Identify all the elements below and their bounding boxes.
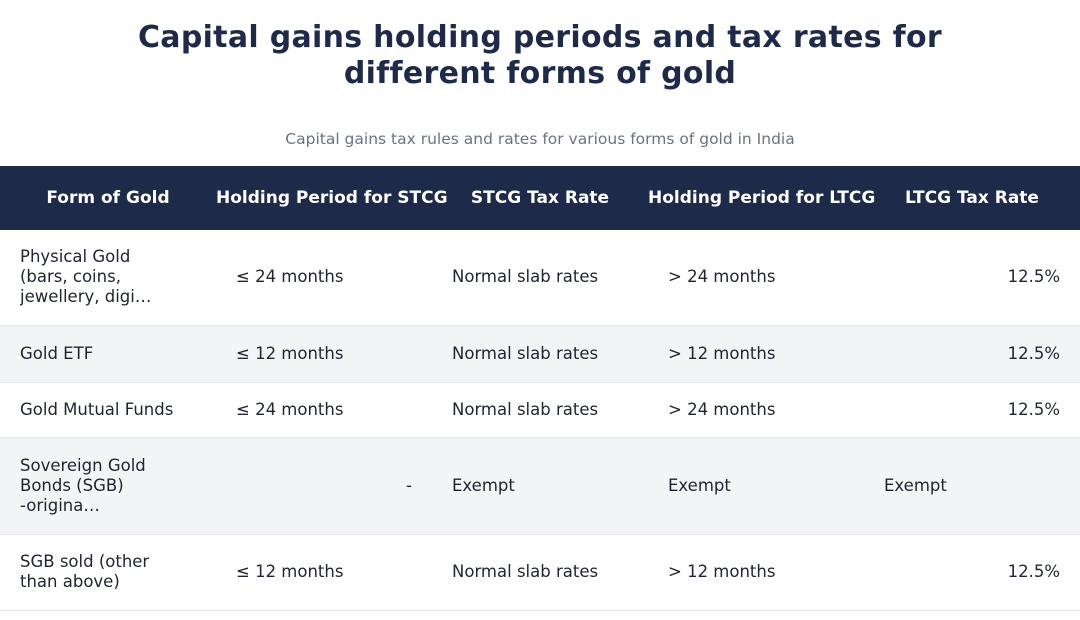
cell-stcg-period: ≤ 12 months (216, 534, 432, 611)
form-line: than above) (20, 572, 120, 591)
form-line: Physical Gold (20, 247, 131, 267)
cell-ltcg-rate: 12.5% (864, 230, 1080, 326)
cell-ltcg-rate: 12.5% (864, 382, 1080, 438)
form-line: jewellery, digi… (20, 287, 152, 307)
cell-stcg-period: ≤ 24 months (216, 382, 432, 438)
cell-form: Physical Gold (bars, coins, jewellery, d… (0, 230, 216, 326)
column-header-ltcg-rate: LTCG Tax Rate (905, 188, 1039, 208)
table-row: Gold ETF ≤ 12 months Normal slab rates >… (0, 325, 1080, 383)
cell-ltcg-period: Exempt (648, 437, 864, 535)
page-title: Capital gains holding periods and tax ra… (0, 20, 1080, 92)
page-subtitle: Capital gains tax rules and rates for va… (285, 130, 795, 148)
cell-ltcg-period: > 12 months (648, 534, 864, 611)
cell-form: Sovereign Gold Bonds (SGB) -origina… (0, 437, 216, 535)
table-header: Form of Gold Holding Period for STCG STC… (0, 166, 1080, 230)
cell-form: Gold ETF (0, 325, 216, 383)
page-title-line-2: different forms of gold (343, 56, 737, 91)
column-header-form: Form of Gold (46, 188, 170, 208)
form-line: Gold ETF (20, 343, 94, 363)
cell-ltcg-period: > 24 months (648, 382, 864, 438)
cell-ltcg-rate: Exempt (864, 437, 1080, 535)
table-row: Sovereign Gold Bonds (SGB) -origina… - E… (0, 437, 1080, 535)
gold-tax-table: Form of Gold Holding Period for STCG STC… (0, 166, 1080, 611)
cell-form: Gold Mutual Funds (0, 382, 216, 438)
table-body: Physical Gold (bars, coins, jewellery, d… (0, 230, 1080, 611)
form-line: -origina… (20, 495, 100, 515)
table-row: Physical Gold (bars, coins, jewellery, d… (0, 230, 1080, 326)
column-header-stcg-period: Holding Period for STCG (216, 188, 448, 208)
cell-ltcg-rate: 12.5% (864, 534, 1080, 611)
cell-stcg-rate: Normal slab rates (432, 230, 648, 326)
cell-stcg-rate: Normal slab rates (432, 325, 648, 383)
cell-stcg-period: - (216, 437, 432, 535)
cell-ltcg-period: > 12 months (648, 325, 864, 383)
cell-stcg-period: ≤ 12 months (216, 325, 432, 383)
cell-stcg-rate: Normal slab rates (432, 382, 648, 438)
cell-ltcg-period: > 24 months (648, 230, 864, 326)
page-title-line-1: Capital gains holding periods and tax ra… (137, 20, 943, 55)
table-header-row: Form of Gold Holding Period for STCG STC… (0, 166, 1080, 230)
cell-stcg-rate: Normal slab rates (432, 534, 648, 611)
form-line: Sovereign Gold (20, 455, 146, 475)
cell-form: SGB sold (other than above) (0, 534, 216, 611)
form-line: SGB sold (other (20, 552, 150, 571)
table-row: Gold Mutual Funds ≤ 24 months Normal sla… (0, 382, 1080, 438)
form-line: (bars, coins, (20, 267, 121, 287)
form-line: Gold Mutual Funds (20, 399, 174, 419)
form-line: Bonds (SGB) (20, 475, 124, 495)
cell-stcg-rate: Exempt (432, 437, 648, 535)
column-header-stcg-rate: STCG Tax Rate (470, 188, 610, 208)
cell-stcg-period: ≤ 24 months (216, 230, 432, 326)
column-header-ltcg-period: Holding Period for LTCG (648, 188, 876, 208)
table-row: SGB sold (other than above) ≤ 12 months … (0, 534, 1080, 611)
cell-ltcg-rate: 12.5% (864, 325, 1080, 383)
